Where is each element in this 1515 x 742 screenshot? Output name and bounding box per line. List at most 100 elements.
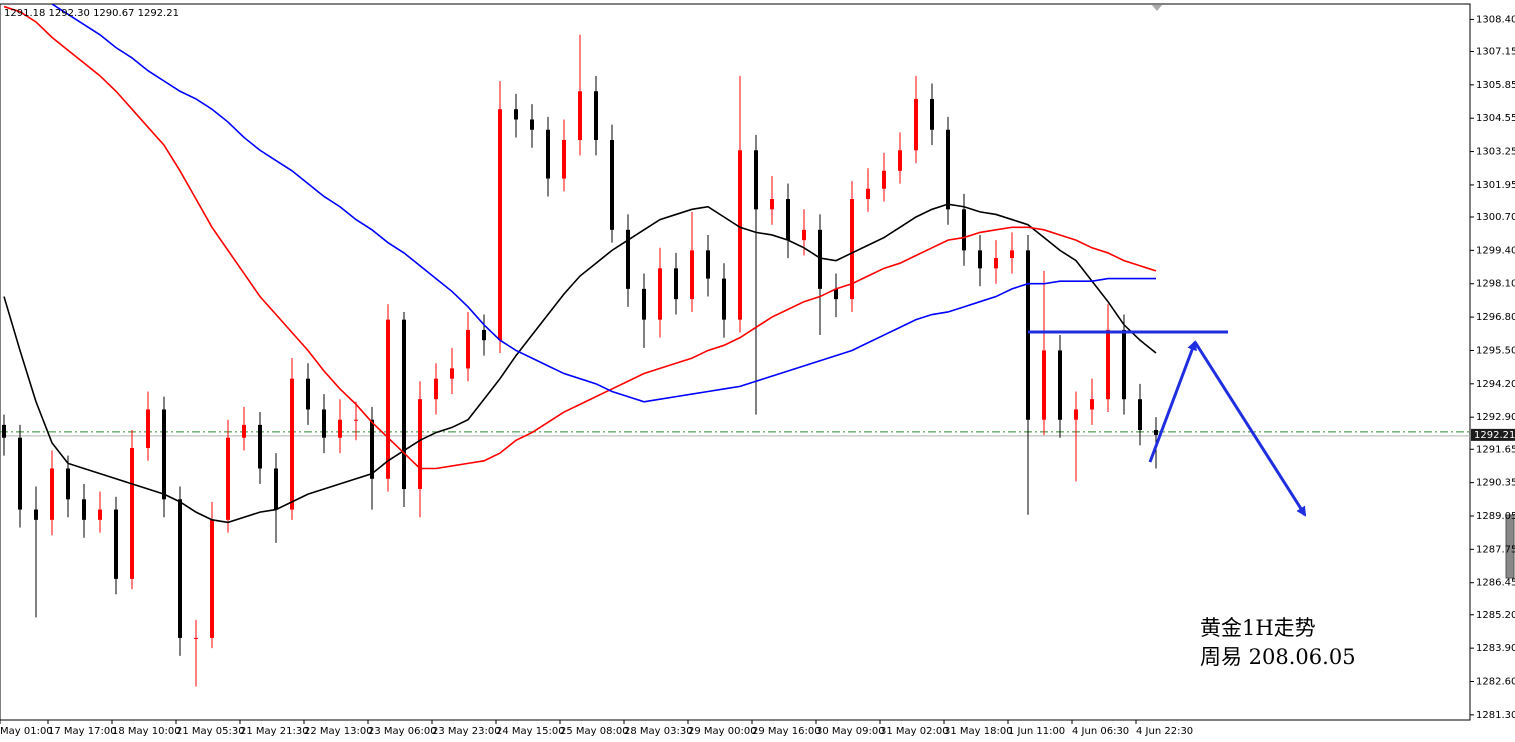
candle-body	[370, 419, 374, 479]
y-tick-label: 1301.95	[1476, 180, 1515, 191]
y-tick-label: 1296.80	[1476, 312, 1515, 323]
candle-body	[722, 278, 726, 320]
candle-body	[994, 258, 998, 269]
y-tick-label: 1307.15	[1476, 46, 1515, 57]
candle-body	[738, 150, 742, 320]
candle-body	[898, 150, 902, 171]
candle-body	[978, 250, 982, 269]
x-tick-label: 1 Jun 11:00	[1008, 726, 1065, 737]
candle-body	[1058, 350, 1062, 420]
candle-body	[114, 509, 118, 579]
candle-body	[962, 209, 966, 251]
x-tick-label: 28 May 03:30	[624, 726, 693, 737]
candle-body	[274, 468, 278, 510]
y-tick-label: 1299.40	[1476, 245, 1515, 256]
y-tick-label: 1304.55	[1476, 113, 1515, 124]
candle-body	[882, 170, 886, 189]
candle-body	[146, 409, 150, 448]
candle-body	[34, 509, 38, 520]
candle-body	[322, 409, 326, 438]
scroll-widget	[1505, 514, 1515, 579]
plot-frame	[0, 3, 1471, 721]
y-tick-label: 1294.20	[1476, 379, 1515, 390]
candle-body	[402, 319, 406, 490]
x-tick-label: 25 May 08:00	[560, 726, 629, 737]
y-tick-label: 1291.65	[1476, 444, 1515, 455]
plot-area	[0, 4, 1470, 687]
y-tick-label: 1281.30	[1476, 710, 1515, 721]
x-tick-label: 23 May 23:00	[432, 726, 501, 737]
candle-body	[834, 288, 838, 300]
x-tick-label: 31 May 02:00	[880, 726, 949, 737]
candle-body	[690, 250, 694, 300]
candle-body	[1122, 329, 1126, 400]
annotation: 黄金1H走势	[1200, 616, 1316, 640]
candle-body	[130, 447, 134, 579]
candle-body	[354, 419, 358, 421]
candle-body	[162, 409, 166, 500]
candle-body	[642, 288, 646, 320]
candle-body	[530, 119, 534, 130]
y-tick-label: 1308.40	[1476, 14, 1515, 25]
candle-body	[98, 509, 102, 520]
y-tick-label: 1303.25	[1476, 147, 1515, 158]
candle-body	[466, 329, 470, 369]
shift-marker	[1152, 5, 1162, 11]
x-tick-label: 23 May 06:00	[368, 726, 437, 737]
y-tick-label: 1295.50	[1476, 345, 1515, 356]
x-tick-label: 4 Jun 06:30	[1072, 726, 1129, 737]
candle-body	[258, 424, 262, 469]
candle-body	[66, 468, 70, 500]
candle-body	[866, 188, 870, 200]
candle-body	[1026, 250, 1030, 420]
x-tick-label: 30 May 09:00	[816, 726, 885, 737]
candle-body	[418, 399, 422, 490]
y-tick-label: 1289.05	[1476, 511, 1515, 522]
y-tick-label: 1282.60	[1476, 677, 1515, 688]
candle-body	[850, 199, 854, 300]
moving-average	[3, 203, 1157, 524]
candle-body	[386, 319, 390, 479]
candle-body	[498, 109, 502, 341]
candle-body	[306, 378, 310, 410]
candle-body	[930, 98, 934, 130]
y-tick-label: 1300.70	[1476, 212, 1515, 223]
x-tick-label: 18 May 10:00	[112, 726, 181, 737]
candle-body	[674, 268, 678, 300]
y-tick-label: 1290.35	[1476, 478, 1515, 489]
moving-average	[51, 4, 1156, 403]
x-tick-label: 29 May 16:00	[752, 726, 821, 737]
candle-body	[914, 98, 918, 151]
candle-body	[194, 637, 198, 639]
candle-body	[338, 419, 342, 438]
candle-body	[786, 199, 790, 241]
candle-body	[658, 268, 662, 320]
candle-body	[482, 329, 486, 341]
y-tick-label: 1305.85	[1476, 80, 1515, 91]
y-tick-label: 1285.20	[1476, 610, 1515, 621]
candle-body	[610, 140, 614, 230]
x-tick-label: 21 May 05:30	[176, 726, 245, 737]
candle-body	[242, 424, 246, 438]
ohlc-header: 1291.18 1292.30 1290.67 1292.21	[4, 8, 179, 19]
candle-body	[626, 229, 630, 289]
candle-body	[1154, 430, 1158, 435]
candle-body	[818, 229, 822, 289]
current-price-label: 1292.21	[1474, 430, 1515, 441]
candle-body	[946, 129, 950, 210]
candle-body	[1138, 399, 1142, 431]
candle-body	[1074, 409, 1078, 420]
candle-body	[82, 499, 86, 520]
y-tick-label: 1292.90	[1476, 412, 1515, 423]
candle-body	[578, 91, 582, 141]
candle-body	[1106, 329, 1110, 400]
up-arrow	[1148, 340, 1197, 463]
candle-body	[1042, 350, 1046, 420]
y-tick-label: 1287.75	[1476, 544, 1515, 555]
x-tick-label: 17 May 17:00	[48, 726, 117, 737]
x-tick-label: 31 May 18:00	[944, 726, 1013, 737]
candle-body	[1010, 250, 1014, 259]
candle-body	[546, 129, 550, 179]
